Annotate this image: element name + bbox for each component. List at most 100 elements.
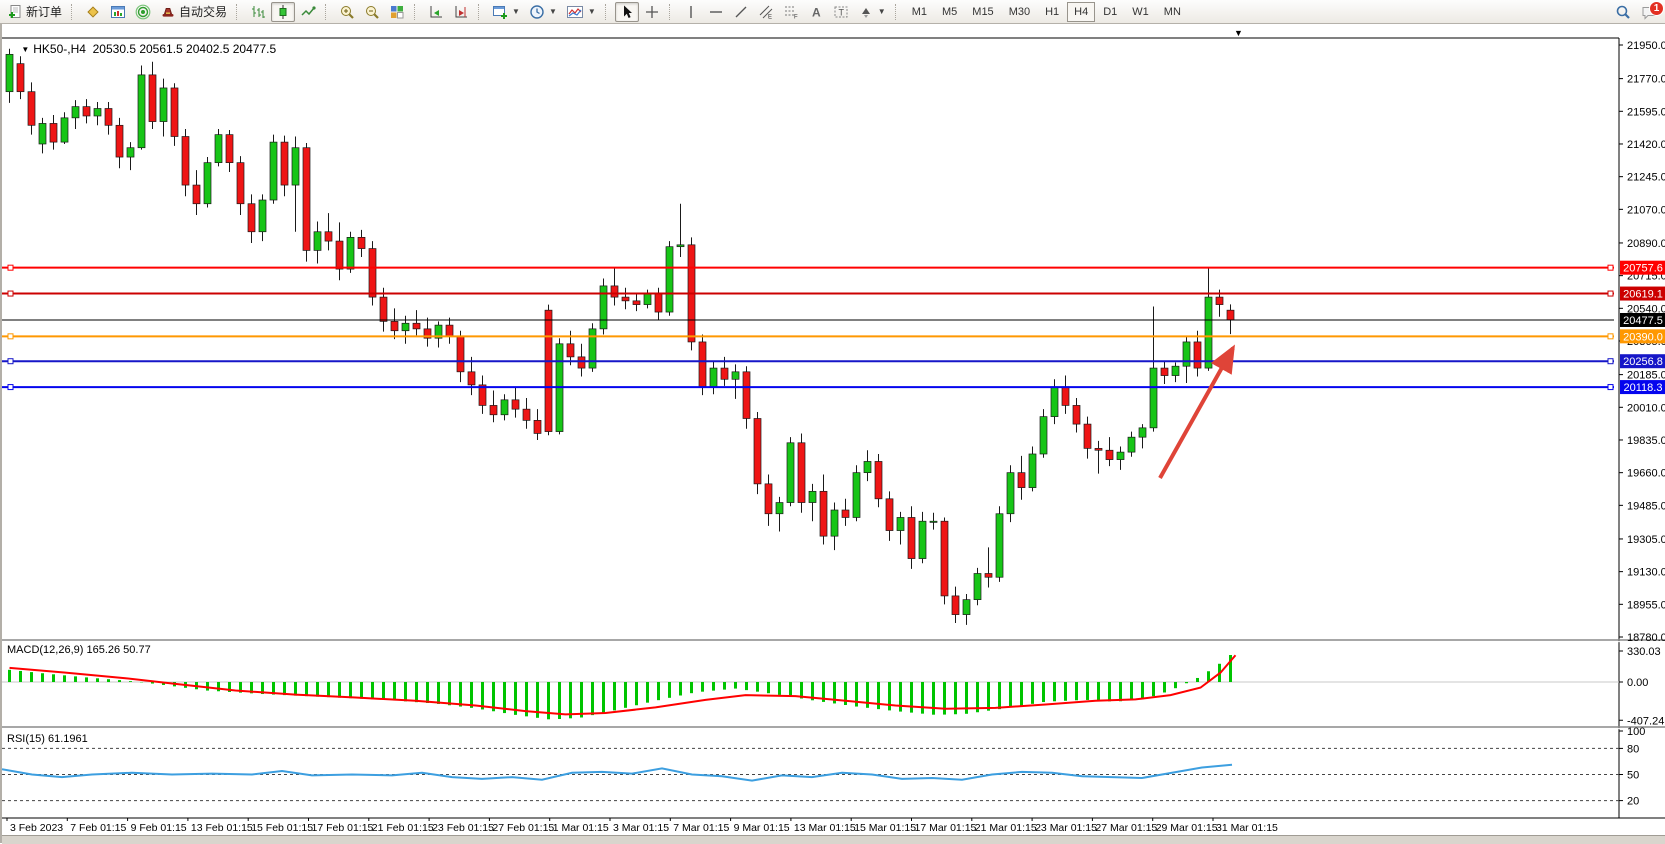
svg-text:19485.0: 19485.0	[1627, 500, 1665, 512]
svg-text:20118.3: 20118.3	[1624, 382, 1663, 394]
svg-text:19835.0: 19835.0	[1627, 435, 1665, 447]
svg-text:0.00: 0.00	[1627, 677, 1648, 689]
svg-text:27 Mar 01:15: 27 Mar 01:15	[1095, 822, 1157, 834]
new-chart-dropdown[interactable]: ▼	[488, 2, 524, 22]
new-order-button[interactable]: 新订单	[3, 2, 66, 22]
svg-text:19660.0: 19660.0	[1627, 468, 1665, 480]
svg-text:21070.0: 21070.0	[1627, 204, 1665, 216]
svg-text:31 Mar 01:15: 31 Mar 01:15	[1216, 822, 1278, 834]
svg-text:20540.0: 20540.0	[1627, 303, 1665, 315]
svg-text:18780.0: 18780.0	[1627, 632, 1665, 644]
svg-text:3 Mar 01:15: 3 Mar 01:15	[613, 822, 669, 834]
fibonacci-icon: F	[784, 6, 798, 20]
svg-text:7 Feb 01:15: 7 Feb 01:15	[70, 822, 126, 834]
chevron-down-icon: ▼	[877, 7, 886, 16]
timeframe-m15[interactable]: M15	[972, 5, 994, 18]
text-label-button[interactable]: T	[829, 2, 853, 22]
bar-chart-button[interactable]	[246, 2, 270, 22]
toolbar-separator	[236, 3, 241, 20]
svg-text:20010.0: 20010.0	[1627, 402, 1665, 414]
svg-text:21950.0: 21950.0	[1627, 40, 1665, 52]
chevron-down-icon: ▼	[512, 7, 520, 16]
chart-shift-button[interactable]	[424, 2, 448, 22]
svg-text:19305.0: 19305.0	[1627, 534, 1665, 546]
svg-text:17 Mar 01:15: 17 Mar 01:15	[915, 822, 977, 834]
timeframe-mn[interactable]: MN	[1163, 5, 1181, 18]
timeframe-m1[interactable]: M1	[911, 5, 927, 18]
timeframe-m30[interactable]: M30	[1008, 5, 1031, 18]
chart-window-icon	[111, 5, 126, 18]
svg-text:1 Mar 01:15: 1 Mar 01:15	[553, 822, 609, 834]
crosshair-icon	[645, 5, 658, 18]
periods-dropdown[interactable]: ▼	[525, 2, 561, 22]
autotrading-button[interactable]: 自动交易	[156, 2, 231, 22]
signals-button[interactable]	[131, 2, 155, 22]
trend-line-button[interactable]	[729, 2, 753, 22]
text-label-icon: T	[834, 6, 848, 17]
svg-text:23 Mar 01:15: 23 Mar 01:15	[1035, 822, 1097, 834]
crosshair-button[interactable]	[640, 2, 664, 22]
zoom-in-button[interactable]	[335, 2, 359, 22]
search-button[interactable]	[1611, 2, 1635, 22]
fibonacci-button[interactable]: F	[779, 2, 803, 22]
timeframe-m5[interactable]: M5	[942, 5, 958, 18]
autotrading-hat-icon	[162, 7, 174, 17]
horizontal-line-button[interactable]	[704, 2, 728, 22]
cursor-button[interactable]	[614, 1, 639, 22]
svg-text:27 Feb 01:15: 27 Feb 01:15	[492, 822, 554, 834]
svg-text:9 Mar 01:15: 9 Mar 01:15	[734, 822, 790, 834]
chat-badge: 1	[1649, 0, 1664, 16]
svg-text:19130.0: 19130.0	[1627, 567, 1665, 579]
chat-button[interactable]: 1	[1636, 0, 1664, 22]
window-bottom-edge	[2, 835, 1665, 844]
timeframe-w1[interactable]: W1	[1132, 5, 1149, 18]
svg-text:21420.0: 21420.0	[1627, 139, 1665, 151]
toolbar-separator	[668, 3, 674, 20]
timeframe-h1[interactable]: H1	[1045, 5, 1060, 18]
tile-windows-icon	[391, 5, 404, 18]
channel-icon: E	[759, 5, 773, 20]
market-button[interactable]	[81, 2, 105, 22]
horizontal-line-icon	[709, 10, 722, 13]
vertical-line-icon	[690, 5, 692, 18]
line-chart-button[interactable]	[296, 2, 320, 22]
chart-shift-icon	[430, 5, 443, 17]
svg-text:330.03: 330.03	[1627, 646, 1661, 658]
search-icon	[1616, 5, 1630, 19]
text-button[interactable]: A	[804, 2, 828, 22]
toolbar-separator	[478, 3, 483, 20]
clock-icon	[530, 4, 544, 19]
indicators-dropdown[interactable]: ▼	[562, 2, 600, 22]
svg-text:▼: ▼	[1234, 28, 1243, 38]
svg-text:F: F	[794, 14, 798, 20]
candle-chart-button[interactable]	[271, 1, 296, 22]
toolbar-separator	[325, 3, 330, 20]
svg-text:20: 20	[1627, 796, 1639, 808]
vertical-line-button[interactable]	[679, 2, 703, 22]
chart-title: ▼ HK50-,H4 20530.5 20561.5 20402.5 20477.…	[8, 28, 276, 70]
tile-windows-button[interactable]	[385, 2, 409, 22]
autotrading-label: 自动交易	[179, 5, 228, 19]
svg-text:100: 100	[1627, 726, 1645, 738]
chart-canvas[interactable]: 21950.0 21770.0 21595.0 21420.0 21245.0 21070…	[2, 24, 1665, 835]
chart-window-button[interactable]	[106, 2, 130, 22]
timeframe-d1[interactable]: D1	[1103, 5, 1118, 18]
svg-text:18955.0: 18955.0	[1627, 599, 1665, 611]
zoom-out-button[interactable]	[360, 2, 384, 22]
auto-scroll-button[interactable]	[449, 2, 473, 22]
svg-text:13 Mar 01:15: 13 Mar 01:15	[794, 822, 856, 834]
svg-text:9 Feb 01:15: 9 Feb 01:15	[131, 822, 187, 834]
svg-text:A: A	[812, 5, 821, 19]
timeframe-h4[interactable]: H4	[1067, 1, 1096, 22]
ohlc-values: 20530.5 20561.5 20402.5 20477.5	[92, 42, 277, 56]
cursor-icon	[623, 5, 632, 18]
toolbar-separator	[604, 3, 610, 20]
channel-button[interactable]: E	[754, 2, 778, 22]
new-order-label: 新订单	[26, 5, 63, 19]
trend-line-icon	[735, 6, 747, 17]
arrows-dropdown[interactable]: ▼	[854, 2, 890, 22]
chart-dropdown-icon[interactable]: ▼	[21, 45, 30, 54]
svg-text:29 Mar 01:15: 29 Mar 01:15	[1156, 822, 1218, 834]
gold-diamond-icon	[87, 5, 99, 18]
